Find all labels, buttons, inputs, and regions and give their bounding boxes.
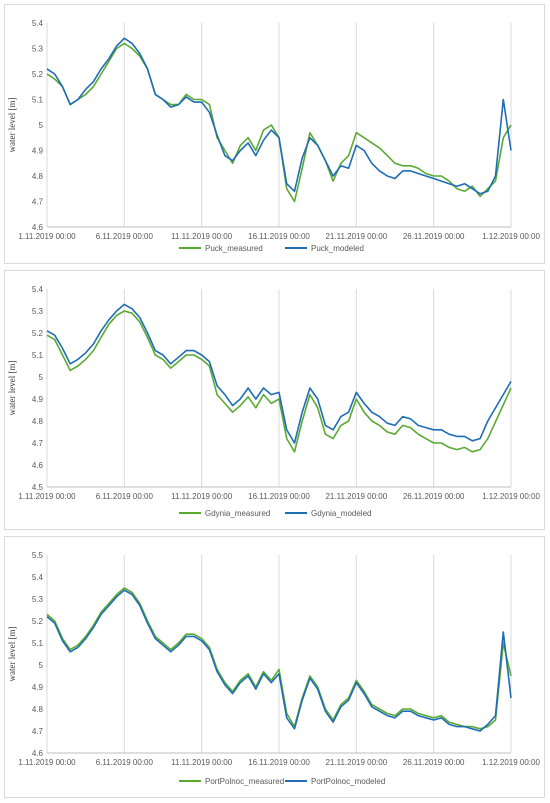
x-tick-label: 1.11.2019 00:00	[18, 492, 76, 501]
series-line-measured	[46, 587, 512, 730]
x-tick-label: 26.11.2019 00:00	[403, 758, 465, 767]
y-tick-label: 5	[39, 121, 44, 130]
chart-panel-portpolnoc: 1.11.2019 00:00 6.11.2019 00:00 11.11.2019…	[4, 536, 545, 798]
y-tick-label: 5.1	[32, 96, 44, 105]
y-tick-label: 4.9	[32, 147, 44, 156]
y-tick-label: 5	[39, 661, 44, 670]
y-tick-label: 5	[39, 373, 44, 382]
y-tick-label: 4.7	[32, 198, 44, 207]
y-tick-label: 4.7	[32, 439, 44, 448]
y-axis-label: water level [m]	[7, 627, 17, 682]
chart-portpolnoc: 1.11.2019 00:00 6.11.2019 00:00 11.11.2019…	[7, 551, 540, 786]
x-tick-label: 16.11.2019 00:00	[248, 758, 310, 767]
x-tick-label: 26.11.2019 00:00	[403, 232, 465, 241]
x-tick-label: 11.11.2019 00:00	[171, 232, 233, 241]
chart-panel-gdynia: 1.11.2019 00:00 6.11.2019 00:00 11.11.2019…	[4, 270, 545, 530]
y-tick-label: 5.1	[32, 351, 44, 360]
y-tick-label: 5.2	[32, 329, 44, 338]
x-tick-label: 21.11.2019 00:00	[325, 232, 387, 241]
y-axis-label: water level [m]	[7, 98, 17, 153]
y-tick-label: 4.5	[32, 483, 44, 492]
y-tick-label: 5.3	[32, 307, 44, 316]
y-tick-label: 5.3	[32, 45, 44, 54]
x-tick-label: 11.11.2019 00:00	[171, 758, 233, 767]
legend-label: Gdynia_measured	[205, 509, 270, 518]
y-tick-label: 4.6	[32, 749, 44, 758]
y-tick-label: 4.8	[32, 417, 44, 426]
y-tick-label: 4.6	[32, 461, 44, 470]
x-tick-label: 16.11.2019 00:00	[248, 232, 310, 241]
x-tick-label: 1.12.2019 00:00	[482, 232, 540, 241]
x-tick-label: 1.11.2019 00:00	[18, 758, 76, 767]
x-tick-label: 1.11.2019 00:00	[18, 232, 76, 241]
y-tick-label: 4.7	[32, 727, 44, 736]
x-tick-label: 21.11.2019 00:00	[325, 758, 387, 767]
y-tick-label: 4.9	[32, 395, 44, 404]
legend-label: PortPolnoc_measured	[205, 777, 284, 786]
y-tick-label: 4.8	[32, 705, 44, 714]
y-tick-label: 4.9	[32, 683, 44, 692]
y-tick-label: 4.8	[32, 172, 44, 181]
x-tick-label: 6.11.2019 00:00	[96, 232, 154, 241]
chart-panel-puck: 1.11.2019 00:00 6.11.2019 00:00 11.11.2019…	[4, 4, 545, 264]
x-tick-label: 16.11.2019 00:00	[248, 492, 310, 501]
series-line-modeled	[46, 303, 512, 444]
y-tick-label: 5.2	[32, 70, 44, 79]
series-line-measured	[46, 310, 512, 453]
series-line-modeled	[46, 37, 512, 195]
y-tick-label: 5.4	[32, 19, 44, 28]
y-tick-label: 5.1	[32, 639, 44, 648]
legend-label: PortPolnoc_modeled	[311, 777, 385, 786]
x-tick-label: 6.11.2019 00:00	[96, 492, 154, 501]
y-tick-label: 5.4	[32, 285, 44, 294]
x-tick-label: 1.12.2019 00:00	[482, 492, 540, 501]
x-tick-label: 1.12.2019 00:00	[482, 758, 540, 767]
x-tick-label: 21.11.2019 00:00	[325, 492, 387, 501]
legend-label: Gdynia_modeled	[311, 509, 371, 518]
y-tick-label: 5.4	[32, 573, 44, 582]
legend-label: Puck_modeled	[311, 244, 364, 253]
x-tick-label: 11.11.2019 00:00	[171, 492, 233, 501]
chart-puck: 1.11.2019 00:00 6.11.2019 00:00 11.11.2019…	[7, 19, 540, 253]
series-line-modeled	[46, 589, 512, 732]
y-axis-label: water level [m]	[7, 361, 17, 416]
chart-gdynia: 1.11.2019 00:00 6.11.2019 00:00 11.11.2019…	[7, 285, 540, 518]
y-tick-label: 5.5	[32, 551, 44, 560]
x-tick-label: 26.11.2019 00:00	[403, 492, 465, 501]
legend-label: Puck_measured	[205, 244, 263, 253]
y-tick-label: 5.3	[32, 595, 44, 604]
x-tick-label: 6.11.2019 00:00	[96, 758, 154, 767]
y-tick-label: 5.2	[32, 617, 44, 626]
y-tick-label: 4.6	[32, 223, 44, 232]
